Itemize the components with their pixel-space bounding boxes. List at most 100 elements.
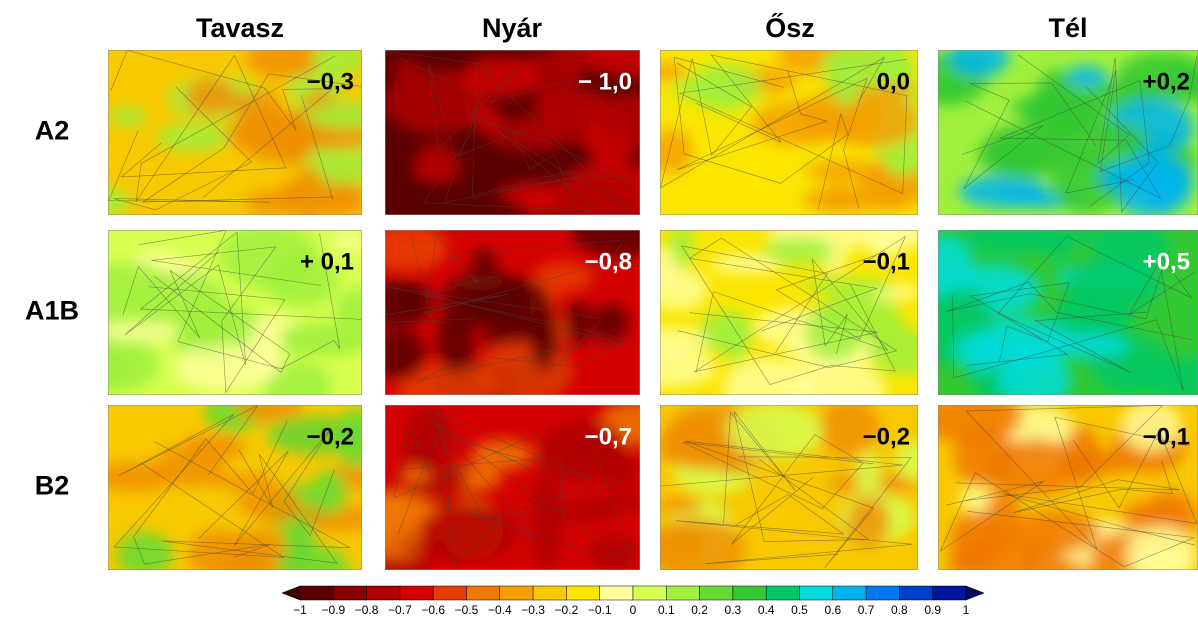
map-blob: [1011, 96, 1068, 119]
colorbar-tick-label: 0.6: [824, 603, 841, 617]
map-blob: [330, 233, 362, 251]
border-line: [966, 282, 1070, 366]
map-field: [938, 405, 1198, 570]
colorbar-arrow-right: [965, 585, 985, 601]
map-blob: [245, 50, 325, 79]
border-line: [141, 73, 362, 203]
map-blob: [196, 318, 225, 349]
map-blob: [1126, 525, 1198, 570]
map-blob: [556, 186, 584, 210]
map-blob: [108, 188, 132, 215]
value-label: −0,1: [1143, 423, 1190, 450]
colorbar-tick-label: 0.4: [758, 603, 775, 617]
border-line: [124, 231, 361, 366]
map-blob: [538, 93, 569, 149]
map-blob: [565, 300, 593, 345]
colorbar-segment: [732, 585, 767, 601]
map-blob: [855, 450, 882, 505]
map-blob: [155, 123, 230, 152]
map-blob: [1120, 405, 1183, 452]
border-line: [120, 54, 335, 202]
colorbar-tick-label: 0.5: [791, 603, 808, 617]
map-blob: [530, 306, 558, 370]
value-label: 0,0: [877, 68, 910, 95]
border-line: [472, 62, 630, 214]
colorbar-segment: [865, 585, 900, 601]
map-blob: [405, 405, 452, 471]
map-field: [108, 230, 362, 395]
map-blob: [660, 63, 689, 81]
colorbar-tick-label: −1: [293, 603, 307, 617]
border-line: [397, 408, 594, 535]
colorbar-tick-label: 0: [630, 603, 637, 617]
colorbar-tick-label: 0.2: [691, 603, 708, 617]
map-blob: [977, 130, 1072, 179]
border-line: [400, 406, 632, 567]
border-line: [681, 245, 896, 385]
map-blob: [699, 310, 752, 353]
map-panel: [108, 405, 362, 570]
map-blob: [154, 444, 226, 487]
map-panel: [660, 405, 918, 570]
value-label: −0,3: [307, 68, 354, 95]
column-header: Tél: [1048, 13, 1087, 43]
colorbar-segment: [699, 585, 734, 601]
map-blob: [471, 104, 501, 133]
border-line: [689, 235, 907, 373]
map-blob: [414, 141, 459, 181]
map-blob: [385, 68, 488, 135]
border-line: [945, 250, 1193, 340]
map-blob: [592, 303, 630, 341]
colorbar-segment: [499, 585, 534, 601]
map-field: [938, 230, 1198, 395]
column-header: Tavasz: [196, 13, 284, 43]
border-line: [436, 423, 636, 569]
map-blob: [938, 79, 969, 97]
map-field: [108, 405, 362, 570]
value-label: −0,7: [585, 423, 632, 450]
colorbar-tick-label: −0.2: [555, 603, 579, 617]
colorbar-segment: [632, 585, 667, 601]
colorbar-segment: [466, 585, 501, 601]
border-line: [198, 428, 335, 547]
colorbar-segment: [299, 585, 334, 601]
colorbar-segment: [599, 585, 634, 601]
map-blob: [1039, 332, 1131, 359]
border-line: [682, 434, 874, 545]
map-blob: [938, 234, 974, 300]
border-line: [696, 258, 889, 371]
border-line: [385, 286, 631, 368]
column-header: Ősz: [765, 12, 815, 43]
map-blob: [538, 418, 627, 483]
colorbar-segment: [532, 585, 567, 601]
border-line: [473, 116, 631, 197]
map-blob: [235, 405, 304, 423]
map-blob: [312, 50, 362, 76]
map-panel: [938, 50, 1198, 215]
map-blob: [531, 473, 562, 537]
map-field: [660, 405, 918, 570]
border-line: [385, 50, 639, 203]
border-line: [997, 235, 1192, 373]
colorbar-tick-label: 1: [963, 603, 970, 617]
map-blob: [660, 497, 703, 514]
map-panel: [660, 50, 918, 215]
map-blob: [863, 230, 909, 260]
value-label: +0,2: [1143, 68, 1190, 95]
border-line: [677, 237, 898, 368]
map-blob: [571, 230, 640, 257]
border-line: [153, 440, 351, 564]
map-blob: [948, 533, 1043, 570]
map-blob: [801, 187, 894, 213]
border-line: [385, 233, 511, 323]
map-blob: [805, 160, 878, 182]
colorbar-segment: [666, 585, 700, 601]
map-blob: [763, 236, 835, 265]
map-blob: [847, 496, 890, 547]
border-line: [952, 260, 1196, 392]
colorbar-tick-label: 0.9: [924, 603, 941, 617]
map-blob: [246, 318, 284, 380]
colorbar-tick-label: −0.4: [488, 603, 512, 617]
map-blob: [108, 321, 180, 342]
map-blob: [276, 338, 362, 356]
